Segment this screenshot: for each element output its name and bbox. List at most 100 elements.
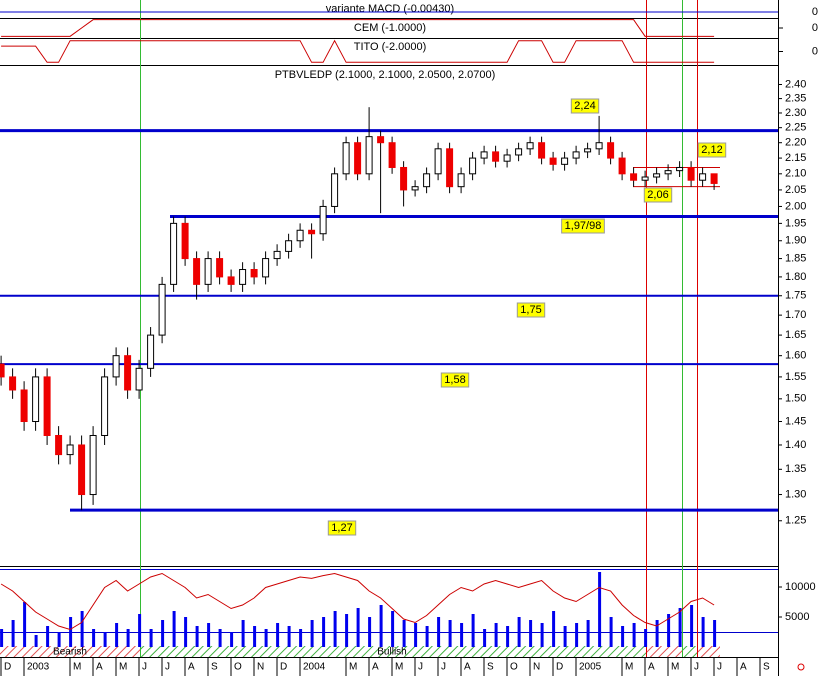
candle-body [515,148,523,156]
candle-body [112,355,120,378]
x-tick-label: O [234,662,242,673]
level-label: 2,24 [570,98,600,114]
tito-line [1,39,715,63]
y-tick-label: 0 [812,22,818,34]
level-box [440,372,470,388]
candle-body [480,151,488,159]
y-tick-label: 2.25 [785,122,806,134]
volume-bar [586,620,590,647]
candle-body [400,166,408,191]
x-tick-label: S [487,662,494,673]
x-tick-label: S [763,662,770,673]
candle-body [227,276,235,285]
y-tick-label: 2.20 [785,137,806,149]
y-tick-label: 0 [812,6,818,18]
x-tick-label: A [464,662,471,673]
x-tick-label: 2005 [579,662,602,673]
y-tick-label: 1.75 [785,290,806,302]
y-tick-label: 1.95 [785,217,806,229]
y-tick-label: 2.30 [785,107,806,119]
volume-bar [644,629,648,647]
status-icon [797,663,805,671]
candle-body [607,142,615,159]
y-tick-label: 1.80 [785,271,806,283]
candle-body [204,258,212,285]
volume-bar [414,623,418,647]
x-tick-label: A [648,662,655,673]
candle-body [377,136,385,144]
volume-bar [621,626,625,647]
candle-body [319,205,327,235]
candle-body [250,269,258,278]
volume-bar [575,623,579,647]
candle-body [630,173,638,181]
volume-bar [184,617,188,647]
x-tick-label: O [510,662,518,673]
volume-bar [690,605,694,647]
candle-body [158,283,166,336]
candle-body [239,269,247,285]
y-tick-label: 5000 [785,611,809,623]
volume-bar [333,611,337,647]
cem-line [1,19,715,37]
y-tick-label: 2.05 [785,184,806,196]
y-tick-label: 1.55 [785,371,806,383]
x-tick-label: J [142,662,147,673]
candle-body [124,355,132,391]
bearish-band [0,646,140,657]
volume-bar [356,608,360,647]
volume-bar [402,620,406,647]
x-tick-label: S [211,662,218,673]
x-tick-label: J [418,662,423,673]
volume-bar [57,632,61,647]
volume-bar [632,623,636,647]
y-tick-label: 1.90 [785,235,806,247]
candle-body [285,240,293,252]
volume-bar [241,620,245,647]
candle-body [135,367,143,391]
volume-bar [310,620,314,647]
volume-bar [34,635,38,647]
volume-bar [368,617,372,647]
x-tick-label: D [556,662,563,673]
y-tick-label: 1.50 [785,393,806,405]
candle-body [273,250,281,260]
volume-bar [506,626,510,647]
candle-body [342,142,350,175]
candle-body [170,222,178,285]
volume-bar [218,629,222,647]
candle-body [331,173,339,207]
x-tick-label: J [441,662,446,673]
level-text: 1,58 [444,374,465,386]
volume-bar [540,623,544,647]
volume-bar [517,617,521,647]
volume-bar [460,623,464,647]
y-tick-label: 2.10 [785,168,806,180]
y-tick-label: 2.15 [785,152,806,164]
volume-bar [701,617,705,647]
level-box [643,187,673,203]
volume-bar [609,617,613,647]
volume-bar [483,629,487,647]
region-label: Bearish [53,647,87,658]
bearish-band [646,646,682,657]
x-tick-label: M [625,662,633,673]
candle-body [43,376,51,436]
volume-bar [598,572,602,647]
tito-label: TITO (-2.0000) [354,41,427,53]
candle-body [710,173,718,184]
volume-bar [207,623,211,647]
oscillator-line [0,572,715,631]
volume-bar [529,620,533,647]
candle-body [147,334,155,369]
volume-bar [149,629,153,647]
x-tick-label: D [280,662,287,673]
candle-body [216,258,224,278]
volume-bar [448,620,452,647]
volume-bar [379,605,383,647]
y-tick-label: 10000 [785,581,816,593]
volume-bar [713,620,717,647]
x-tick-label: N [257,662,264,673]
